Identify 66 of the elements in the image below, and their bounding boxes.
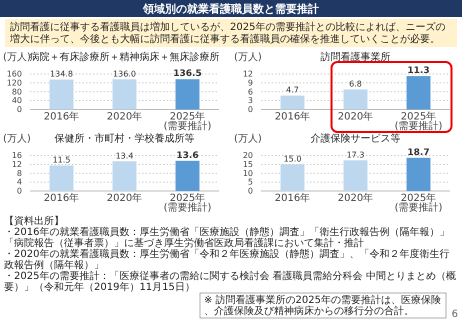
data-label: 11.3 [407,66,430,76]
y-tick-label: 15 [242,160,253,169]
x-tick-label: 2025年 (需要推計) [164,110,212,132]
data-label: 4.7 [286,86,299,95]
x-tick-label: 2016年 [274,192,310,204]
y-tick-label: 0 [248,186,253,196]
data-label: 134.8 [50,70,73,79]
chart-title: 病院＋有床診療所＋精神病床＋無床診療所 [30,51,220,63]
bar [280,164,304,191]
y-axis-title: (万人) [234,52,262,63]
data-label: 13.4 [116,151,134,160]
x-tick-label: 2020年 [338,110,374,122]
x-tick-label: 2020年 [106,192,142,204]
bar [280,96,304,110]
note-box: ※ 訪問看護事業所の2025年の需要推計は、医療保険、介護保険及び精神病床からの移行分の合計。 [200,292,446,318]
x-tick-label: 2025年 (需要推計) [394,110,442,132]
bar [344,89,368,110]
y-tick-label: 5 [248,178,253,187]
data-label: 17.3 [346,150,364,160]
y-tick-label: 9 [248,78,253,88]
y-tick-label: 160 [6,70,22,79]
y-tick-label: 80 [12,87,22,96]
x-tick-label: 2016年 [44,192,80,204]
text: ・2020年の就業看護職員数：厚生労働省「令和２年医療施設（静態）調査」、「令和２年度衛生行政報告例（隔年報）」 [4,248,450,271]
data-label: 18.7 [407,148,430,158]
x-tick-label: 2025年 (需要推計) [394,192,442,214]
bar [344,160,368,191]
y-axis-title: (万人) [234,134,262,144]
bar [406,76,430,110]
y-tick-label: 20 [242,151,253,160]
text: 訪問看護に従事する看護職員は増加しているが、2025年の需要推計との比較によれば、ニーズの増大に伴って、今後とも大幅に訪問看護に従事する看護職員の確保を推進していくことが必要。 [9,21,446,45]
y-tick-label: 12 [242,70,253,79]
y-tick-label: 4 [16,178,22,187]
y-tick-label: 40 [12,96,22,106]
data-label: 13.6 [176,150,199,161]
y-tick-label: 12 [12,160,22,169]
text: 領域別の就業看護職員数と需要推計 [142,2,319,16]
text: ・2025年の需要推計：「医療従事者の需給に関する検討会 看護職員需給分科会 中間とりまとめ（概要）」（令和元年（2019年）11月15日） [4,270,456,293]
y-tick-label: 0 [16,105,22,114]
text: ・2016年の就業看護職員数：厚生労働省「医療施設（静態）調査」「衛生行政報告例（隔年報）」「病院報告（従事者票）」に基づき厚生労働省医政局看護課において集計・推計 [4,226,450,249]
chart-title: 保健所・市町村・学校養成所等 [54,132,194,144]
y-tick-label: 6 [248,87,253,96]
chart-title: 介護保険サービス等 [310,132,400,144]
x-tick-label: 2016年 [44,110,80,122]
y-tick-label: 16 [12,151,22,160]
y-tick-label: 0 [248,105,253,114]
data-label: 6.8 [349,79,362,88]
data-label: 136.0 [113,69,136,78]
data-label: 11.5 [52,155,70,164]
y-tick-label: 8 [16,168,22,178]
x-tick-label: 2016年 [274,110,310,122]
text: 【資料出所】 [4,215,64,227]
data-label: 136.5 [173,69,202,80]
x-tick-label: 2025年 (需要推計) [164,192,212,214]
data-label: 15.0 [284,154,302,164]
y-axis-title: (万人) [3,134,31,144]
y-axis-title: (万人) [3,52,31,63]
y-tick-label: 0 [16,186,22,196]
y-tick-label: 10 [242,168,253,178]
y-tick-label: 120 [6,78,22,88]
y-tick-label: 3 [248,96,253,106]
bar [406,158,430,191]
chart-title: 訪問看護事業所 [320,51,390,63]
x-tick-label: 2020年 [338,192,374,204]
text: 6 [452,309,458,320]
x-tick-label: 2020年 [106,110,142,122]
